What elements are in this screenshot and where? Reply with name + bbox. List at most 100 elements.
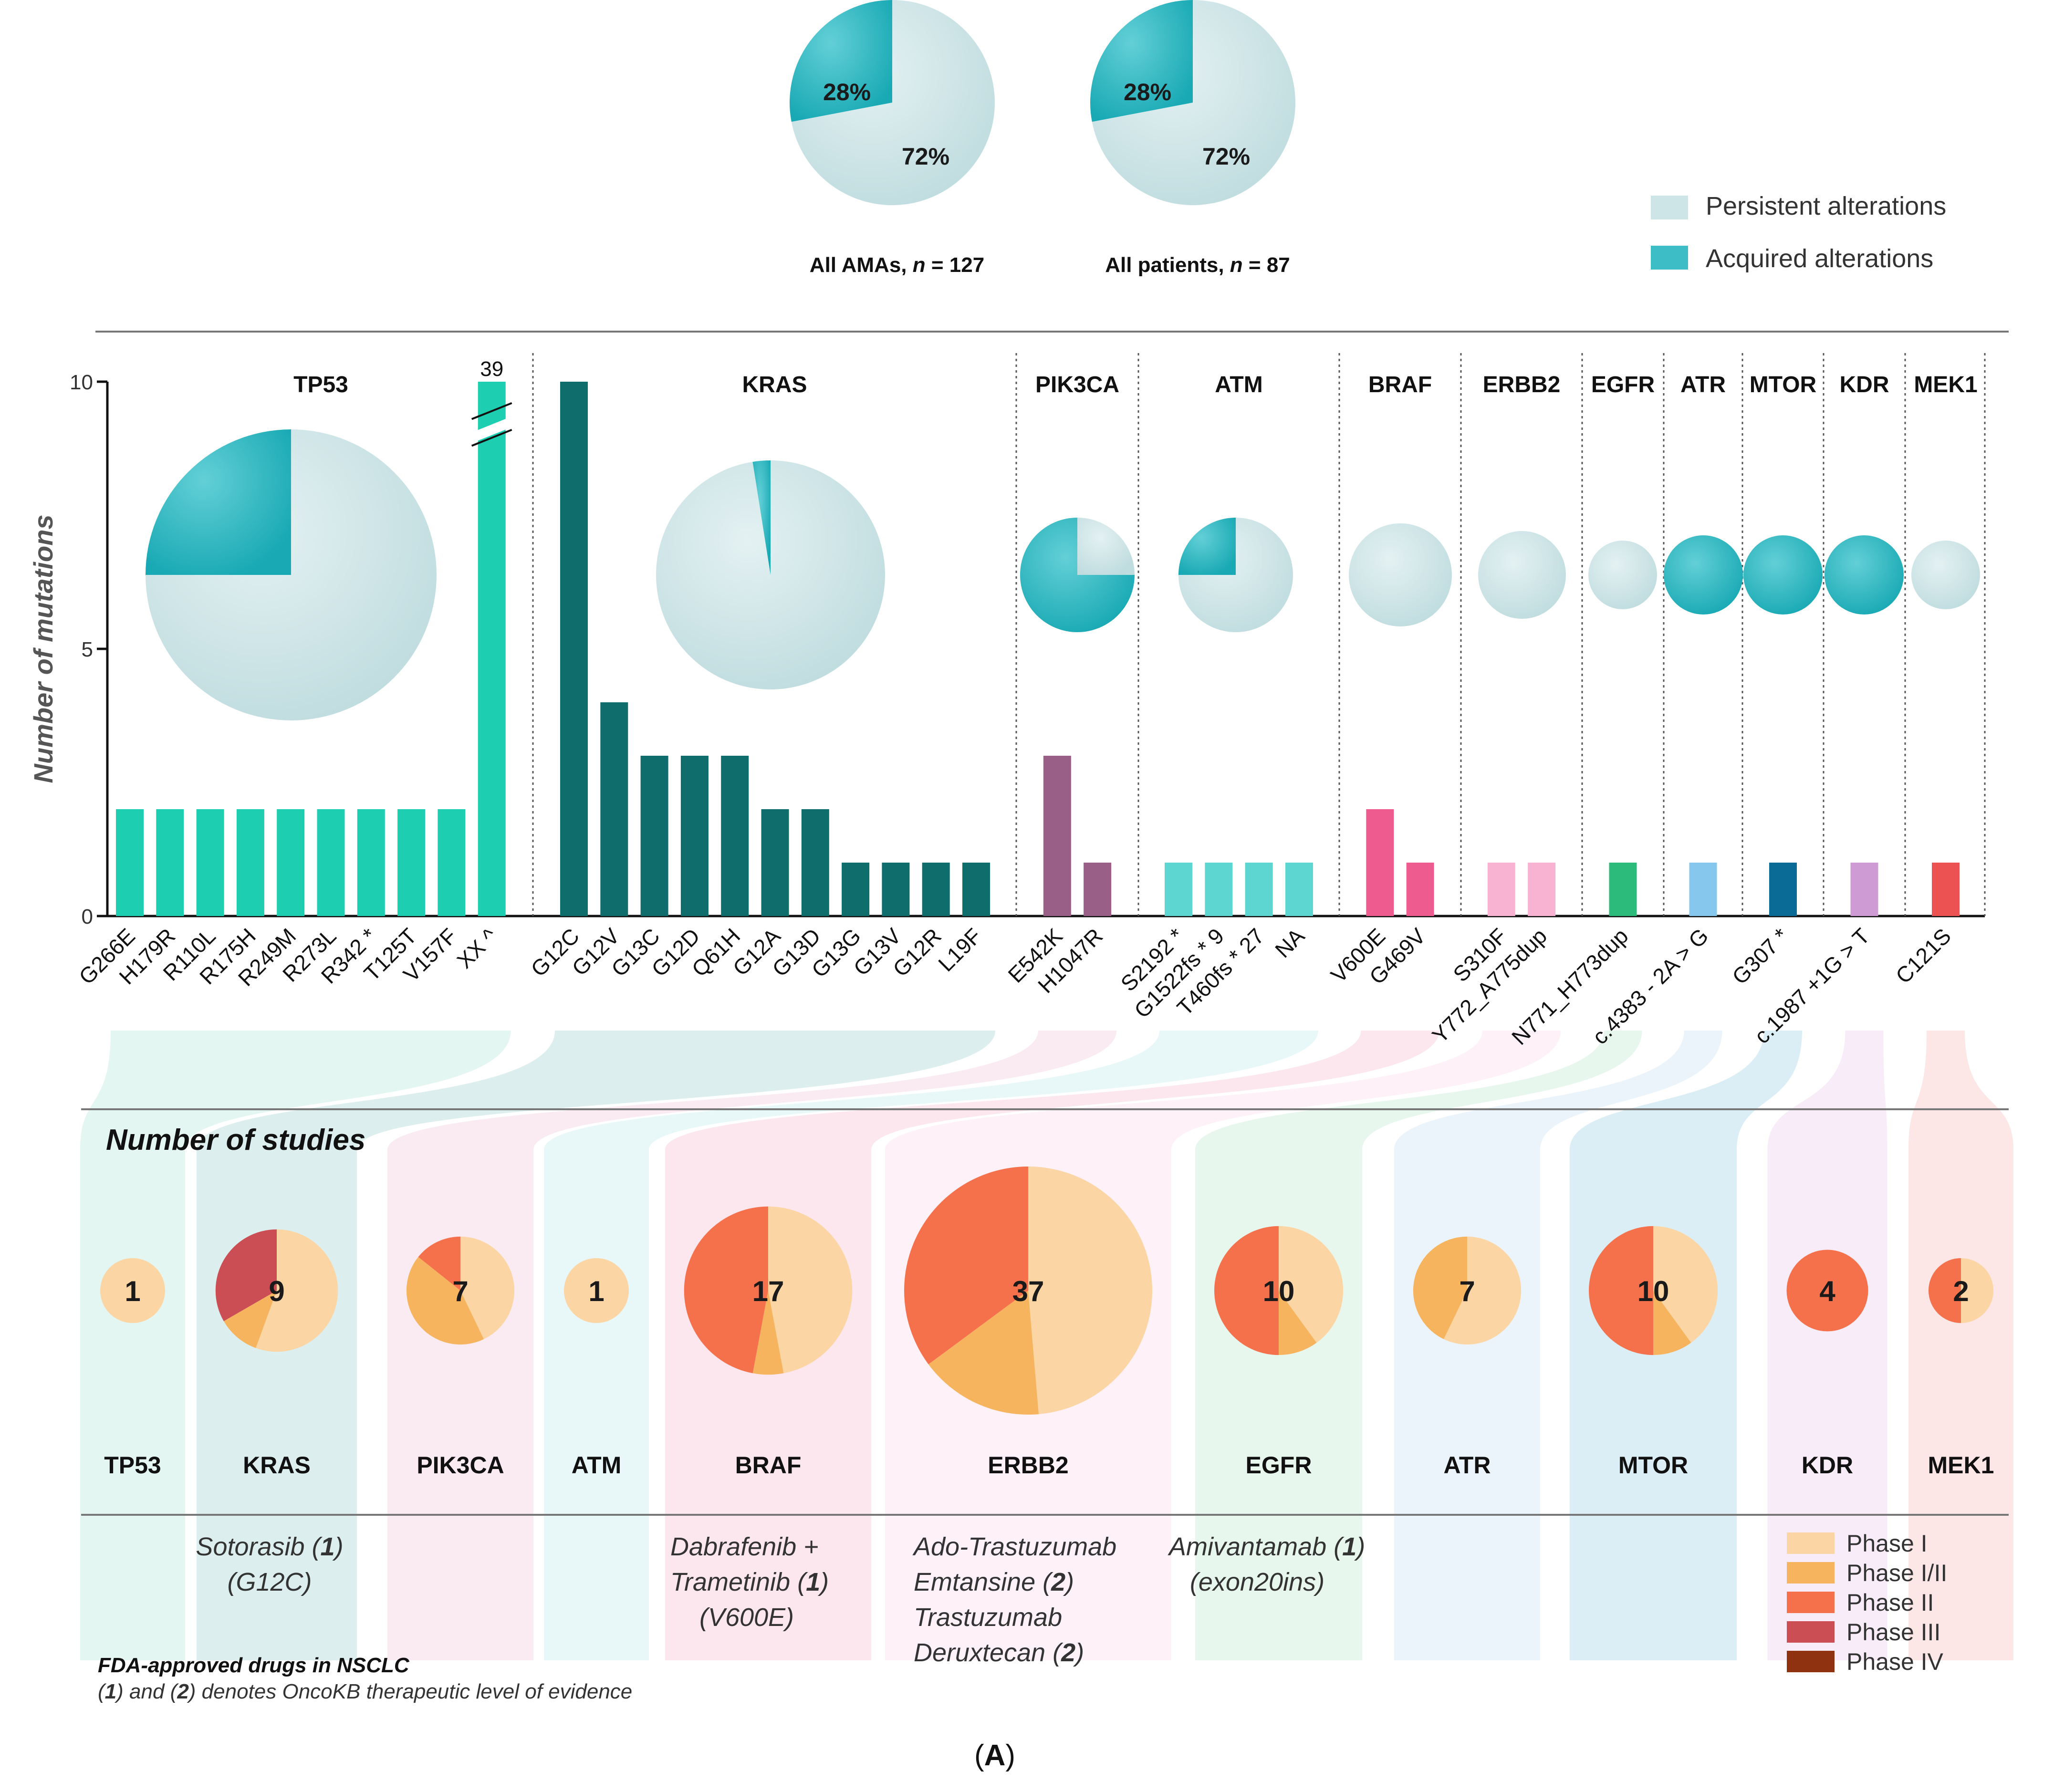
gene-pie-kdr-acquired-slice [1825, 535, 1904, 615]
gene-pie-kras-persistent-slice [656, 460, 885, 689]
gene-label-tp53: TP53 [293, 372, 348, 397]
bar-erbb2-s310f [1487, 863, 1515, 916]
bar-kras-g12v [600, 702, 628, 916]
drug-entry-egfr: Amivantamab (1) (exon20ins) [1168, 1532, 1365, 1596]
study-gene-label-atm: ATM [572, 1452, 622, 1479]
study-pie-egfr: 10 EGFR [1214, 1226, 1344, 1479]
phase-swatch-phase-ii [1787, 1592, 1835, 1613]
panel-label: (A) [974, 1739, 1015, 1772]
y-tick-label: 5 [82, 638, 93, 661]
study-slice-phase-ii [418, 1236, 460, 1291]
drug-entry-braf: Dabrafenib + Trametinib (1) (V600E) [670, 1532, 829, 1632]
y-axis-title: Number of mutations [28, 514, 58, 783]
study-slice-phase-i [564, 1258, 629, 1323]
study-total-pik3ca: 7 [452, 1275, 468, 1307]
bar-kras-g12a [761, 809, 789, 916]
bar-braf-g469v [1406, 863, 1434, 916]
study-pie-kdr: 4 KDR [1786, 1250, 1868, 1479]
gene-group-kras: KRASG12CG12VG13CG12DQ61HG12AG13DG13GG13V… [526, 372, 990, 982]
phase-label-phase-iii: Phase III [1846, 1619, 1940, 1646]
y-tick-label: 0 [82, 905, 93, 928]
overview-acquired-pct: 28% [1124, 79, 1171, 105]
study-pie-atm: 1 ATM [564, 1258, 629, 1479]
study-gene-label-kdr: KDR [1802, 1452, 1853, 1479]
bar-mek1-c121s [1932, 863, 1960, 916]
study-pie-kras: 9 KRAS [215, 1229, 338, 1479]
bar-tp53-r110l [196, 809, 224, 916]
phase-swatch-phase-iii [1787, 1621, 1835, 1643]
bar-tp53-r249m [277, 809, 305, 916]
legend-acquired-swatch [1651, 246, 1688, 270]
overview-pie-1-persistent-slice [791, 0, 995, 206]
drug-line: Emtansine (2) [914, 1568, 1074, 1596]
gene-pie-erbb2-persistent-slice [1478, 531, 1566, 619]
axis-break-line [471, 428, 512, 447]
study-slice-phase-i-ii [752, 1291, 784, 1375]
ribbon-tp53 [80, 1031, 511, 1660]
drug-line: (exon20ins) [1190, 1568, 1324, 1596]
study-gene-label-egfr: EGFR [1246, 1452, 1312, 1479]
drug-line: (G12C) [227, 1568, 312, 1596]
gene-pie-tp53-acquired-slice [146, 429, 291, 575]
bar-erbb2-y772-a775dup [1528, 863, 1556, 916]
bar-kdr-c-1987-1g-t [1850, 863, 1878, 916]
bar-tp53-r342 [357, 809, 385, 916]
phase-swatch-phase-i-ii [1787, 1562, 1835, 1584]
study-slice-phase-ii [1589, 1226, 1653, 1355]
bar-kras-g12c [560, 382, 588, 916]
break-value-label: 39 [480, 357, 503, 381]
study-slice-phase-i [1279, 1226, 1344, 1343]
study-pie-pik3ca: 7 PIK3CA [406, 1236, 515, 1479]
study-slice-phase-i-ii [406, 1257, 484, 1345]
study-total-tp53: 1 [125, 1275, 140, 1307]
gene-pie-pik3ca-persistent-slice [1077, 518, 1135, 575]
gene-pie-mtor-acquired-slice [1743, 535, 1823, 615]
study-slice-phase-ii [1929, 1258, 1961, 1323]
drug-line: Dabrafenib + [670, 1532, 819, 1561]
study-total-erbb2: 37 [1012, 1275, 1044, 1307]
bar-tp53-xx [478, 382, 506, 916]
bar-tp53-r175h [236, 809, 264, 916]
bar-mtor-g307 [1769, 863, 1797, 916]
bar-kras-g13c [640, 756, 668, 916]
study-gene-label-pik3ca: PIK3CA [417, 1452, 504, 1479]
overview-pie-1-acquired-slice [789, 0, 892, 122]
study-gene-label-mek1: MEK1 [1928, 1452, 1994, 1479]
study-pie-mtor: 10 MTOR [1589, 1226, 1718, 1479]
study-slice-phase-i [1653, 1226, 1718, 1343]
study-total-atr: 7 [1459, 1275, 1475, 1307]
phase-legend: Phase I Phase I/II Phase II Phase IIIPhase … [1787, 1530, 1947, 1675]
axis-break-mark [471, 416, 512, 443]
bar-tp53-h179r [156, 809, 184, 916]
phase-label-phase-i: Phase I [1846, 1530, 1928, 1557]
drug-line: Amivantamab (1) [1168, 1532, 1365, 1561]
study-total-braf: 17 [752, 1275, 784, 1307]
phase-label-phase-i-ii: Phase I/II [1846, 1560, 1947, 1586]
drug-line: Deruxtecan (2) [914, 1638, 1084, 1667]
ribbon-braf [665, 1031, 1439, 1660]
study-slice-phase-ii [1214, 1226, 1279, 1355]
bar-kras-q61h [721, 756, 749, 916]
bar-kras-g13g [842, 863, 870, 916]
study-slice-phase-ii [684, 1206, 768, 1374]
study-slice-phase-ii [1786, 1250, 1868, 1332]
mutation-label: G307 * [1727, 923, 1793, 989]
study-slice-phase-i-ii [223, 1291, 277, 1348]
legend-persistent-swatch [1651, 196, 1688, 219]
drug-entry-kras: Sotorasib (1) (G12C) [196, 1532, 343, 1596]
bar-atm-g1522fs-9 [1205, 863, 1233, 916]
mutation-bar-chart: 0 5 10 Number of mutations TP53G266EH179RR11… [28, 353, 1986, 1050]
gene-label-braf: BRAF [1368, 372, 1432, 397]
gene-group-mek1: MEK1 C121S [1891, 372, 1980, 989]
study-slice-phase-i [1961, 1258, 1993, 1323]
study-slice-phase-i-ii [1279, 1291, 1317, 1355]
gene-label-erbb2: ERBB2 [1483, 372, 1561, 397]
bar-axes: 0 5 10 Number of mutations [28, 353, 1986, 928]
gene-label-mtor: MTOR [1750, 372, 1816, 397]
bar-kras-g12r [922, 863, 950, 916]
bar-tp53-t125t [397, 809, 426, 916]
gene-label-egfr: EGFR [1591, 372, 1655, 397]
